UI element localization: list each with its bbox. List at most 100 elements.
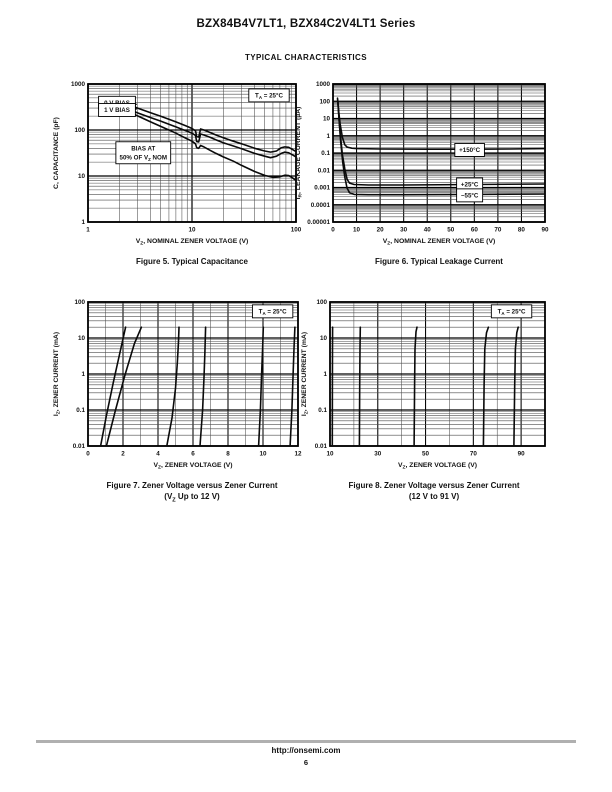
figure-6-chart: 0 10 20 30 40 50 60 70 80 90 1000 100 10 1 0.1 0.01 0.00… xyxy=(294,76,558,259)
plot-border xyxy=(87,301,299,447)
figure-8-caption: Figure 8. Zener Voltage versus Zener Cur… xyxy=(318,480,550,502)
svg-text:30: 30 xyxy=(400,227,408,234)
svg-text:1: 1 xyxy=(81,371,85,378)
figure-5-plot: 1 10 100 1000 100 10 1 VZ, NOMINAL ZENER VOLTAG… xyxy=(53,81,302,247)
svg-text:10: 10 xyxy=(320,335,328,342)
x-axis-title: VZ, NOMINAL ZENER VOLTAGE (V) xyxy=(383,238,496,247)
svg-text:12: 12 xyxy=(294,451,302,458)
svg-text:50: 50 xyxy=(422,451,430,458)
series-zener-curve-3 xyxy=(166,326,180,446)
svg-text:10: 10 xyxy=(323,116,331,123)
figure-7-caption-line1: Figure 7. Zener Voltage versus Zener Cur… xyxy=(106,481,278,490)
svg-text:10: 10 xyxy=(259,451,267,458)
series-1-v-bias xyxy=(124,107,296,159)
svg-text:50% OF VZ NOM: 50% OF VZ NOM xyxy=(120,154,167,162)
figure-8-caption-line1: Figure 8. Zener Voltage versus Zener Cur… xyxy=(348,481,520,490)
svg-text:0: 0 xyxy=(331,227,335,234)
svg-text:1: 1 xyxy=(81,219,85,226)
grid-lines xyxy=(87,301,299,447)
annotations: TA = 25°C xyxy=(251,304,294,319)
svg-text:0.1: 0.1 xyxy=(318,407,327,414)
grid-lines xyxy=(329,301,546,447)
svg-text:1: 1 xyxy=(326,133,330,140)
svg-text:1: 1 xyxy=(86,227,90,234)
svg-text:10: 10 xyxy=(353,227,361,234)
svg-text:0.1: 0.1 xyxy=(76,407,85,414)
page-number: 6 xyxy=(303,758,309,767)
figure-5-caption: Figure 5. Typical Capacitance xyxy=(136,257,248,266)
data-series xyxy=(336,97,545,196)
svg-text:+150°C: +150°C xyxy=(459,147,480,154)
svg-text:+25°C: +25°C xyxy=(461,182,479,189)
footer-divider xyxy=(36,740,576,743)
svg-text:20: 20 xyxy=(377,227,385,234)
svg-text:100: 100 xyxy=(291,227,302,234)
svg-text:−55°C: −55°C xyxy=(461,193,479,200)
annotations: TA = 25°C xyxy=(490,304,533,319)
svg-text:50: 50 xyxy=(447,227,455,234)
figure-7-plot: 0 2 4 6 8 10 12 100 10 1 0.1 0.01 VZ, ZENER VOLTAGE … xyxy=(53,299,302,471)
y-axis-title: IZ, ZENER CURRENT (mA) xyxy=(53,332,62,416)
svg-text:90: 90 xyxy=(541,227,549,234)
svg-text:80: 80 xyxy=(518,227,526,234)
figure-7-caption: Figure 7. Zener Voltage versus Zener Cur… xyxy=(78,480,306,507)
svg-text:8: 8 xyxy=(226,451,230,458)
y-axis-title: C, CAPACITANCE (pF) xyxy=(53,117,60,189)
svg-text:1 V BIAS: 1 V BIAS xyxy=(104,107,130,114)
page-title: BZX84B4V7LT1, BZX84C2V4LT1 Series xyxy=(196,18,416,30)
x-axis-title: VZ, ZENER VOLTAGE (V) xyxy=(153,462,232,471)
series-zener-curve-4 xyxy=(199,326,207,446)
series--55°c xyxy=(337,100,545,196)
svg-text:6: 6 xyxy=(191,451,195,458)
series-0-v-bias xyxy=(124,102,296,153)
y-axis-title: IR, LEAKAGE CURRENT (µA) xyxy=(295,107,304,200)
svg-text:1000: 1000 xyxy=(316,81,331,88)
series-zener-curve-46v xyxy=(413,326,418,446)
series-zener-curve-75v xyxy=(482,326,490,446)
series-zener-curve-88v xyxy=(513,326,519,446)
svg-text:0.0001: 0.0001 xyxy=(311,202,331,209)
svg-text:10: 10 xyxy=(78,173,86,180)
series-zener-curve-22v xyxy=(358,326,362,446)
figure-8-plot: 10 30 50 70 90 100 10 1 0.1 0.01 VZ, ZENER VOLTAGE… xyxy=(301,299,546,471)
svg-text:0.01: 0.01 xyxy=(318,167,331,174)
series-zener-curve-2 xyxy=(105,326,143,446)
plot-border xyxy=(332,83,546,223)
svg-text:TA = 25°C: TA = 25°C xyxy=(498,309,526,317)
svg-text:1: 1 xyxy=(323,371,327,378)
svg-text:4: 4 xyxy=(156,451,160,458)
data-series xyxy=(124,102,296,182)
tick-labels: 10 30 50 70 90 100 10 1 0.1 0.01 xyxy=(315,299,525,457)
series-zener-curve-1 xyxy=(99,326,127,446)
tick-labels: 0 2 4 6 8 10 12 100 10 1 0.1 0.01 xyxy=(73,299,302,457)
svg-text:0.01: 0.01 xyxy=(315,443,328,450)
footer-url-link[interactable]: http://onsemi.com xyxy=(271,746,341,755)
svg-text:30: 30 xyxy=(374,451,382,458)
figure-8-caption-line2: (12 V to 91 V) xyxy=(408,492,460,501)
svg-text:0.01: 0.01 xyxy=(73,443,86,450)
figure-8-chart: 10 30 50 70 90 100 10 1 0.1 0.01 VZ, ZENER VOLTAGE… xyxy=(294,294,558,485)
svg-text:0: 0 xyxy=(86,451,90,458)
svg-text:100: 100 xyxy=(316,299,327,306)
grid-lines xyxy=(332,83,546,223)
svg-text:10: 10 xyxy=(326,451,334,458)
svg-text:BIAS AT: BIAS AT xyxy=(131,145,155,152)
svg-text:TA = 25°C: TA = 25°C xyxy=(259,309,287,317)
plot-border xyxy=(329,301,546,447)
svg-text:90: 90 xyxy=(518,451,526,458)
tick-labels: 1 10 100 1000 100 10 1 xyxy=(71,81,302,233)
x-axis-title: VZ, NOMINAL ZENER VOLTAGE (V) xyxy=(136,238,249,247)
svg-text:0.001: 0.001 xyxy=(314,185,330,192)
svg-text:40: 40 xyxy=(424,227,432,234)
svg-text:70: 70 xyxy=(470,451,478,458)
svg-text:100: 100 xyxy=(74,299,85,306)
svg-text:2: 2 xyxy=(121,451,125,458)
svg-text:60: 60 xyxy=(471,227,479,234)
figure-5-chart: 1 10 100 1000 100 10 1 VZ, NOMINAL ZENER VOLTAG… xyxy=(28,76,310,259)
x-axis-title: VZ, ZENER VOLTAGE (V) xyxy=(398,462,477,471)
svg-text:1000: 1000 xyxy=(71,81,86,88)
svg-text:70: 70 xyxy=(494,227,502,234)
svg-text:0.1: 0.1 xyxy=(321,150,330,157)
